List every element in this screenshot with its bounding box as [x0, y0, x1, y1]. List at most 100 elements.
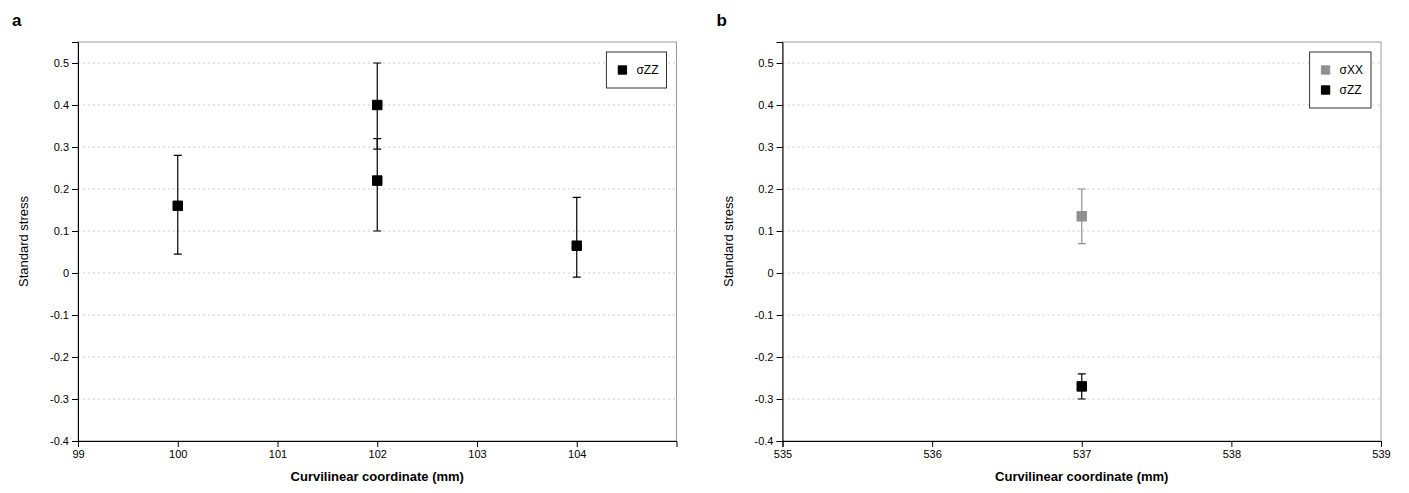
tick-mark: [72, 315, 78, 316]
y-tick: 0.3: [758, 141, 782, 153]
tick-mark: [777, 189, 783, 190]
legend-box: [1310, 52, 1371, 108]
tick-mark: [72, 63, 78, 64]
y-tick: -0.4: [755, 435, 783, 447]
y-tick: 0.2: [54, 183, 78, 195]
x-tick: 100: [169, 441, 187, 460]
x-tick: 537: [1073, 441, 1091, 460]
series: [173, 63, 581, 277]
tick-mark: [777, 273, 783, 274]
point: [373, 100, 382, 109]
x-tick: 536: [923, 441, 941, 460]
panel-label: a: [12, 11, 22, 30]
tick-label: -0.4: [755, 435, 774, 447]
tick-label: 102: [369, 448, 387, 460]
y-tick: 0.2: [758, 183, 782, 195]
series: [1077, 189, 1086, 244]
tick-mark: [777, 147, 783, 148]
tick-mark: [72, 357, 78, 358]
legend-item: σXX: [1321, 63, 1363, 77]
grid-line: [783, 273, 1382, 274]
legend: σZZ: [606, 52, 666, 88]
legend-swatch: [1321, 66, 1329, 74]
error-bar: [174, 155, 182, 254]
tick-mark: [1381, 441, 1382, 447]
tick-label: -0.3: [50, 393, 69, 405]
x-tick: 538: [1223, 441, 1241, 460]
y-axis-title: Standard stress: [16, 195, 31, 287]
tick-label: 0.4: [758, 99, 773, 111]
tick-label: 0.5: [54, 57, 69, 69]
error-bar: [1078, 374, 1086, 399]
y-tick: -0.3: [755, 393, 783, 405]
tick-label: 0.2: [758, 183, 773, 195]
point: [572, 241, 581, 250]
grid-line: [783, 357, 1382, 358]
tick-label: 0.2: [54, 183, 69, 195]
tick-mark: [1082, 441, 1083, 447]
tick-label: 0.3: [54, 141, 69, 153]
y-tick: 0.4: [54, 99, 78, 111]
legend-label: σZZ: [636, 63, 658, 77]
y-tick: 0.5: [758, 57, 782, 69]
y-tick: -0.1: [50, 309, 78, 321]
tick-mark: [777, 441, 783, 442]
grid-line: [78, 399, 677, 400]
tick-label: 535: [774, 448, 792, 460]
tick-label: 0: [63, 267, 69, 279]
tick-mark: [777, 105, 783, 106]
legend-box: [606, 52, 666, 88]
x-tick: 101: [269, 441, 287, 460]
y-axis-title: Standard stress: [721, 195, 736, 287]
tick-label: 100: [169, 448, 187, 460]
y-tick: 0.4: [758, 99, 782, 111]
grid-line: [78, 357, 677, 358]
tick-label: -0.3: [755, 393, 774, 405]
marks: [1077, 189, 1086, 399]
x-axis: 535536537538539: [774, 441, 1391, 460]
tick-mark: [72, 105, 78, 106]
panel: 99100101102103104-0.4-0.3-0.2-0.100.10.2…: [12, 11, 677, 484]
tick-mark: [278, 441, 279, 447]
legend-swatch: [618, 66, 626, 74]
axis-line: [79, 442, 678, 448]
panel-label: b: [717, 11, 727, 30]
grid-line: [78, 315, 677, 316]
y-tick: 0.3: [54, 141, 78, 153]
point: [373, 176, 382, 185]
point: [1077, 382, 1086, 391]
tick-label: -0.2: [50, 351, 69, 363]
grid: [783, 63, 1382, 441]
tick-label: -0.2: [755, 351, 774, 363]
error-bar: [373, 63, 381, 149]
x-tick: 535: [774, 441, 792, 460]
y-tick: -0.4: [50, 435, 78, 447]
tick-label: -0.1: [755, 309, 774, 321]
x-axis-title: Curvilinear coordinate (mm): [291, 469, 464, 484]
legend-item: σZZ: [618, 63, 658, 77]
legend-label: σZZ: [1340, 83, 1362, 97]
x-tick: 104: [568, 441, 586, 460]
tick-mark: [72, 147, 78, 148]
plot-frame: [783, 42, 1382, 441]
axis-line: [777, 43, 784, 442]
tick-mark: [72, 231, 78, 232]
grid-line: [783, 147, 1382, 148]
tick-label: 103: [468, 448, 486, 460]
error-bar: [1078, 189, 1086, 244]
tick-label: 101: [269, 448, 287, 460]
tick-label: 537: [1073, 448, 1091, 460]
y-tick: 0: [63, 267, 78, 279]
axis-line: [783, 442, 1382, 448]
y-tick: 0.1: [758, 225, 782, 237]
y-tick: 0: [767, 267, 782, 279]
y-tick: -0.2: [50, 351, 78, 363]
tick-mark: [577, 441, 578, 447]
grid-line: [78, 273, 677, 274]
tick-mark: [1231, 441, 1232, 447]
marks: [173, 63, 581, 277]
plot-frame: [78, 42, 677, 441]
y-axis: -0.4-0.3-0.2-0.100.10.20.30.40.5: [50, 43, 78, 448]
tick-mark: [477, 441, 478, 447]
chart-canvas: 99100101102103104-0.4-0.3-0.2-0.100.10.2…: [0, 0, 1409, 493]
